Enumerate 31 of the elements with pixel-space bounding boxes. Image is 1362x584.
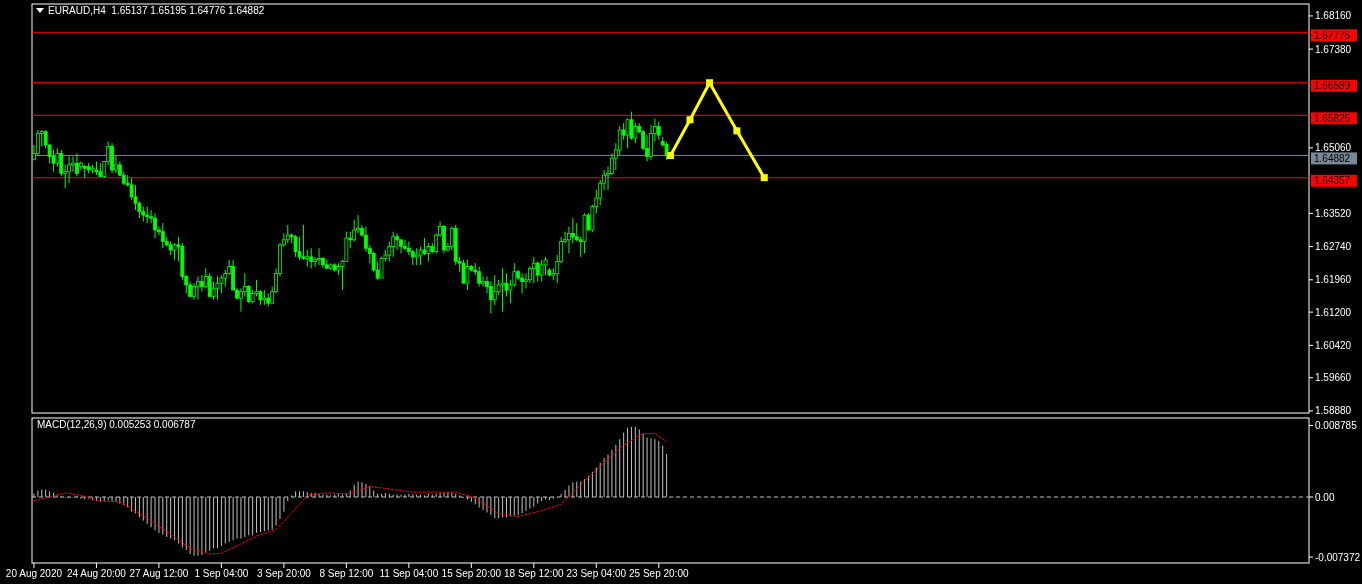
- y-tick-label: 1.62740: [1315, 241, 1352, 253]
- y-tick-label: 1.59660: [1315, 372, 1352, 384]
- y-tick-label: 1.60420: [1315, 339, 1352, 351]
- x-tick-label: 25 Sep 20:00: [629, 568, 689, 579]
- x-tick-label: 24 Aug 20:00: [66, 568, 127, 579]
- x-tick-label: 20 Aug 2020: [5, 568, 63, 579]
- y-tick-label: 1.65060: [1315, 142, 1352, 154]
- ref-line-label: 1.64357: [1314, 175, 1351, 187]
- x-tick-label: 8 Sep 12:00: [319, 568, 374, 579]
- x-tick-label: 23 Sep 04:00: [566, 568, 627, 579]
- y-tick-label: 1.67380: [1315, 43, 1352, 55]
- y-tick-label: 1.61960: [1315, 274, 1352, 286]
- x-tick-label: 18 Sep 12:00: [504, 568, 564, 579]
- y-tick-label: 1.68160: [1315, 10, 1352, 22]
- y-tick-label: 1.58880: [1315, 405, 1352, 417]
- ref-line-label: 1.67775: [1314, 29, 1351, 41]
- y-tick-label: 0.00: [1315, 491, 1335, 503]
- y-tick-label: 1.61200: [1315, 306, 1352, 318]
- y-tick-label: 0.008785: [1315, 419, 1358, 431]
- x-tick-label: 1 Sep 04:00: [194, 568, 249, 579]
- x-tick-label: 11 Sep 04:00: [379, 568, 439, 579]
- chart-title: MACD(12,26,9) 0.005253 0.006787: [37, 419, 196, 430]
- ref-line-label: 1.65825: [1314, 112, 1351, 124]
- chart-title: EURAUD,H4 1.65137 1.65195 1.64776 1.64882: [48, 5, 265, 16]
- ref-line-label: 1.66589: [1314, 80, 1351, 92]
- ref-line-label: 1.64882: [1314, 152, 1351, 164]
- y-tick-label: 1.63520: [1315, 207, 1352, 219]
- x-tick-label: 15 Sep 20:00: [441, 568, 502, 579]
- y-tick-label: -0.007372: [1315, 551, 1361, 563]
- x-tick-label: 27 Aug 12:00: [129, 568, 189, 579]
- x-tick-label: 3 Sep 20:00: [256, 568, 312, 579]
